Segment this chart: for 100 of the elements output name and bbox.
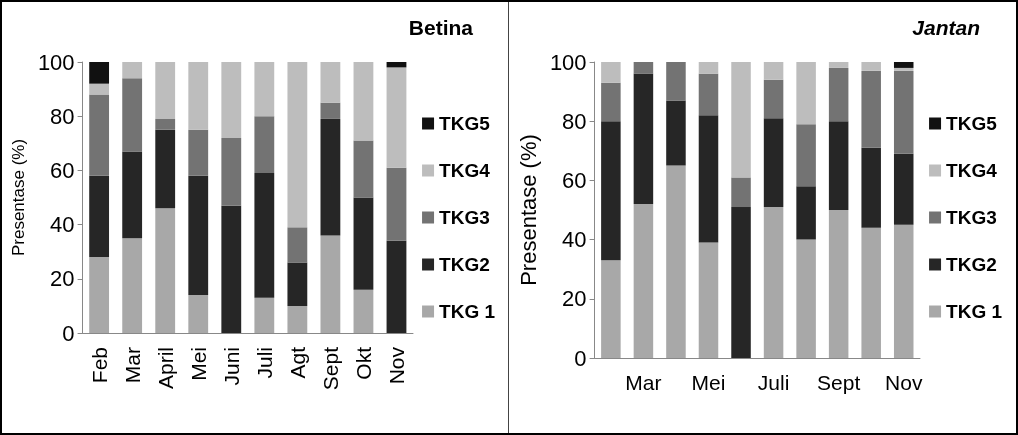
bar [386, 167, 407, 241]
bar [698, 115, 719, 243]
bar [122, 78, 143, 152]
bar [221, 62, 242, 138]
bar [796, 239, 816, 358]
bar [763, 62, 784, 80]
bar [763, 79, 784, 119]
y-axis-title: Presentase (%) [9, 138, 28, 257]
bar [828, 67, 849, 122]
bar [893, 67, 914, 71]
bar [155, 208, 176, 333]
bar [320, 62, 341, 103]
x-tick-label: Sept [318, 346, 342, 391]
bar [320, 235, 341, 333]
bar [287, 262, 308, 306]
y-tick-label: 80 [50, 103, 75, 129]
y-tick-label: 0 [574, 345, 587, 371]
bar [386, 240, 407, 333]
x-tick-label: Juli [757, 371, 790, 394]
bar [731, 62, 751, 178]
bar [828, 121, 849, 210]
bar [796, 186, 816, 240]
x-tick-label: Juli [252, 347, 276, 379]
chart-title: Betina [408, 16, 474, 39]
legend-label: TKG 1 [439, 301, 496, 322]
bar [828, 210, 849, 358]
bar [698, 73, 719, 116]
bar [188, 295, 209, 333]
x-tick-label: Feb [87, 347, 111, 384]
y-tick-label: 80 [562, 108, 587, 134]
bar [188, 62, 209, 130]
bar [601, 82, 621, 122]
chart-title: Jantan [912, 16, 980, 39]
legend-label: TKG3 [439, 207, 490, 228]
y-tick-label: 60 [50, 157, 75, 183]
legend-label: TKG3 [946, 207, 997, 228]
bar [155, 118, 176, 130]
y-tick-label: 40 [50, 212, 75, 238]
x-tick-label: Nov [384, 346, 408, 385]
bar [353, 140, 374, 198]
bar [320, 118, 341, 236]
bar [122, 151, 143, 239]
bar [320, 102, 341, 119]
x-tick-label: Mei [691, 371, 726, 394]
x-tick-label: Mei [186, 347, 210, 381]
bar [666, 62, 686, 101]
bar [89, 94, 110, 176]
bar [89, 62, 110, 84]
y-tick-label: 40 [562, 227, 587, 253]
bar [861, 62, 881, 71]
y-tick-label: 100 [37, 49, 75, 75]
bar [666, 100, 686, 166]
bar [893, 224, 914, 358]
y-tick-label: 0 [62, 320, 75, 346]
bar [893, 70, 914, 154]
bar [89, 257, 110, 333]
bar [122, 62, 143, 79]
bar [188, 175, 209, 296]
bar [698, 62, 719, 74]
bar [633, 73, 654, 205]
bar [601, 260, 621, 358]
bar [386, 67, 407, 168]
x-tick-label: Nov [885, 371, 923, 394]
bar [254, 173, 275, 298]
bar [89, 83, 110, 95]
bar [861, 70, 881, 148]
y-axis-title: Presentase (%) [515, 134, 541, 286]
bar [861, 227, 881, 358]
x-tick-label: Juni [219, 347, 243, 386]
x-tick-label: Mar [120, 347, 144, 384]
y-tick-label: 100 [549, 49, 587, 75]
x-tick-label: Sept [817, 371, 861, 394]
bar [763, 118, 784, 208]
x-tick-label: Mar [625, 371, 662, 394]
bar [254, 297, 275, 333]
x-tick-label: April [153, 347, 177, 390]
bar [155, 129, 176, 209]
bar [731, 177, 751, 208]
bar [633, 62, 654, 74]
legend-label: TKG2 [946, 254, 997, 275]
bar [893, 62, 914, 68]
x-tick-label: Okt [351, 346, 375, 380]
bar [796, 62, 816, 125]
bar [796, 124, 816, 187]
bar [763, 207, 784, 358]
bar [731, 207, 751, 358]
x-tick-label: Agt [285, 346, 309, 379]
bar [188, 129, 209, 176]
bar [666, 165, 686, 358]
bar [601, 62, 621, 83]
y-tick-label: 20 [50, 266, 75, 292]
legend-label: TKG5 [946, 113, 998, 134]
bar [828, 62, 849, 68]
legend-label: TKG2 [439, 254, 490, 275]
y-tick-label: 20 [562, 286, 587, 312]
bar [353, 197, 374, 290]
bar [287, 227, 308, 263]
bar [893, 153, 914, 225]
bar [601, 121, 621, 261]
bar [89, 175, 110, 258]
